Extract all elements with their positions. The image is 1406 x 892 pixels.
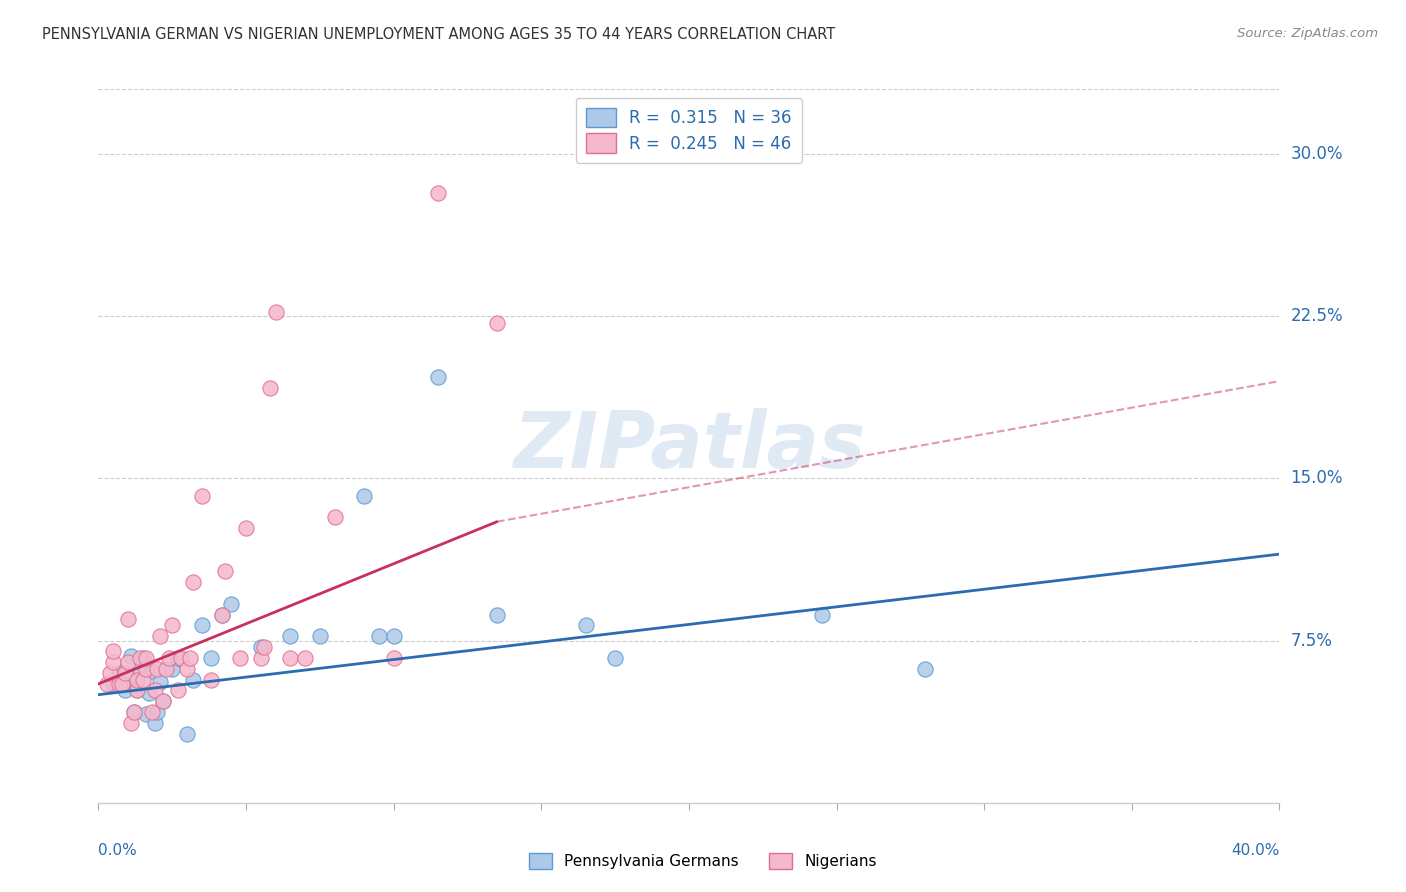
Text: 7.5%: 7.5% [1291, 632, 1333, 649]
Point [382, 651, 405, 665]
Point [294, 651, 316, 665]
Point [125, 673, 148, 687]
Point [235, 521, 257, 535]
Point [103, 644, 125, 658]
Point [264, 305, 287, 319]
Point [259, 381, 281, 395]
Point [574, 618, 596, 632]
Point [167, 651, 190, 665]
Point [278, 629, 302, 643]
Point [229, 651, 252, 665]
Point [167, 683, 190, 698]
Point [152, 694, 174, 708]
Text: PENNSYLVANIA GERMAN VS NIGERIAN UNEMPLOYMENT AMONG AGES 35 TO 44 YEARS CORRELATI: PENNSYLVANIA GERMAN VS NIGERIAN UNEMPLOY… [42, 27, 835, 42]
Text: Source: ZipAtlas.com: Source: ZipAtlas.com [1237, 27, 1378, 40]
Point [120, 715, 142, 730]
Point [309, 629, 332, 643]
Point [135, 651, 157, 665]
Point [125, 683, 148, 698]
Point [191, 618, 214, 632]
Point [114, 683, 136, 698]
Point [157, 651, 180, 665]
Point [132, 673, 155, 687]
Point [125, 683, 148, 698]
Text: ZIPatlas: ZIPatlas [513, 408, 865, 484]
Point [143, 715, 166, 730]
Point [117, 655, 139, 669]
Point [211, 607, 233, 622]
Legend: R =  0.315   N = 36, R =  0.245   N = 46: R = 0.315 N = 36, R = 0.245 N = 46 [576, 97, 801, 162]
Point [117, 612, 139, 626]
Point [122, 705, 145, 719]
Text: 30.0%: 30.0% [1291, 145, 1343, 163]
Point [152, 694, 174, 708]
Point [200, 651, 222, 665]
Point [914, 662, 936, 676]
Legend: Pennsylvania Germans, Nigerians: Pennsylvania Germans, Nigerians [523, 847, 883, 875]
Point [200, 673, 222, 687]
Point [162, 618, 183, 632]
Point [141, 664, 163, 678]
Point [155, 662, 177, 676]
Point [170, 651, 193, 665]
Point [146, 705, 169, 719]
Point [176, 726, 198, 740]
Text: 0.0%: 0.0% [98, 843, 138, 858]
Point [323, 510, 346, 524]
Point [120, 648, 142, 663]
Point [114, 666, 136, 681]
Point [427, 369, 450, 384]
Point [181, 673, 204, 687]
Point [250, 640, 273, 654]
Point [132, 651, 155, 665]
Point [143, 683, 166, 698]
Point [253, 640, 276, 654]
Point [211, 607, 233, 622]
Point [138, 685, 160, 699]
Point [605, 651, 627, 665]
Point [162, 662, 183, 676]
Text: 22.5%: 22.5% [1291, 307, 1343, 326]
Point [103, 677, 125, 691]
Point [427, 186, 450, 200]
Point [214, 565, 236, 579]
Point [98, 666, 121, 681]
Point [810, 607, 832, 622]
Point [111, 677, 134, 691]
Point [176, 662, 198, 676]
Point [108, 677, 131, 691]
Point [122, 705, 145, 719]
Point [135, 662, 157, 676]
Point [219, 597, 242, 611]
Point [250, 651, 273, 665]
Point [191, 489, 214, 503]
Point [181, 575, 204, 590]
Point [128, 651, 150, 665]
Point [117, 673, 139, 687]
Text: 40.0%: 40.0% [1232, 843, 1279, 858]
Point [96, 677, 118, 691]
Point [353, 489, 375, 503]
Point [103, 655, 125, 669]
Point [128, 662, 150, 676]
Point [486, 607, 509, 622]
Point [382, 629, 405, 643]
Point [108, 666, 131, 681]
Point [368, 629, 391, 643]
Point [149, 674, 172, 689]
Point [278, 651, 302, 665]
Point [141, 705, 163, 719]
Point [135, 707, 157, 722]
Point [146, 662, 169, 676]
Text: 15.0%: 15.0% [1291, 469, 1343, 487]
Point [149, 629, 172, 643]
Point [179, 651, 201, 665]
Point [486, 316, 509, 330]
